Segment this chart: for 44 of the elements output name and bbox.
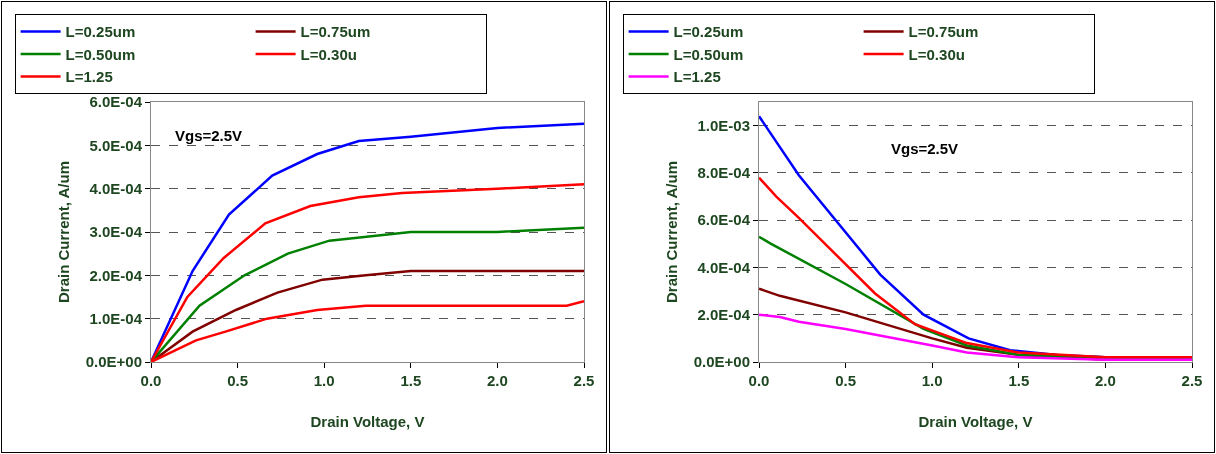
line-series — [759, 176, 1192, 359]
x-tick-label: 0.0 — [140, 372, 162, 389]
x-tick-label: 0.5 — [835, 372, 857, 389]
legend-label: L=0.75um — [908, 23, 979, 41]
annotation: Vgs=2.5V — [175, 127, 243, 144]
y-tick-label: 4.0E-04 — [697, 258, 751, 276]
x-axis-title: Drain Voltage, V — [310, 413, 425, 430]
x-tick-label: 1.5 — [400, 372, 422, 389]
y-tick-label: 3.0E-04 — [89, 223, 143, 241]
y-axis-title: Drain Current, A/um — [54, 161, 72, 303]
y-tick-label: 2.0E-04 — [697, 305, 751, 323]
y-tick-label: 0.0E+00 — [693, 353, 750, 371]
y-tick-label: 8.0E-04 — [697, 164, 751, 182]
legend-label: L=0.30u — [300, 45, 357, 63]
x-axis-title: Drain Voltage, V — [918, 413, 1033, 430]
line-series — [759, 313, 1192, 361]
y-tick-label: 4.0E-04 — [89, 179, 143, 197]
legend-label: L=1.25 — [673, 68, 721, 86]
y-axis-title: Drain Current, A/um — [662, 161, 680, 303]
y-tick-label: 1.0E-03 — [697, 116, 750, 134]
x-tick-label: 1.0 — [921, 372, 943, 389]
legend-label: L=1.25 — [65, 68, 113, 86]
x-tick-label: 2.0 — [1094, 372, 1116, 389]
line-series — [151, 122, 584, 362]
legend-label: L=0.25um — [65, 23, 136, 41]
y-tick-label: 1.0E-04 — [89, 309, 143, 327]
y-tick-label: 0.0E+00 — [85, 353, 142, 371]
annotation: Vgs=2.5V — [891, 140, 959, 157]
x-tick-label: 2.5 — [1181, 372, 1203, 389]
legend-label: L=0.50um — [673, 45, 744, 63]
x-tick-label: 0.0 — [748, 372, 770, 389]
y-tick-label: 2.0E-04 — [89, 266, 143, 284]
x-tick-label: 2.5 — [573, 372, 595, 389]
y-tick-label: 6.0E-04 — [89, 93, 143, 111]
x-tick-label: 1.5 — [1008, 372, 1030, 389]
y-tick-label: 5.0E-04 — [89, 136, 143, 154]
x-tick-label: 0.5 — [227, 372, 249, 389]
legend-label: L=0.30u — [908, 45, 965, 63]
legend-label: L=0.75um — [300, 23, 371, 41]
x-tick-label: 1.0 — [313, 372, 335, 389]
y-tick-label: 6.0E-04 — [697, 211, 751, 229]
x-tick-label: 2.0 — [486, 372, 508, 389]
legend-label: L=0.25um — [673, 23, 744, 41]
legend-label: L=0.50um — [65, 45, 136, 63]
